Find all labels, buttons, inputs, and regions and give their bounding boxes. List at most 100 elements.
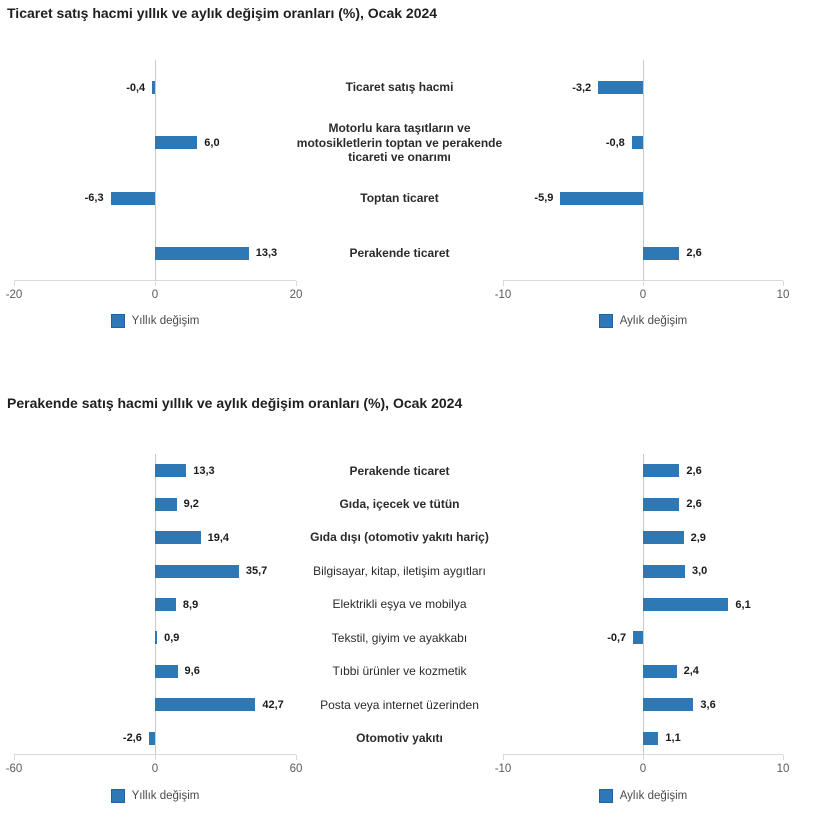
x-axis-line bbox=[503, 754, 783, 755]
value-label: 19,4 bbox=[207, 531, 229, 544]
bar bbox=[152, 81, 155, 95]
value-label: 13,3 bbox=[193, 464, 215, 477]
legend-yearly-change: Yıllık değişim bbox=[14, 314, 296, 328]
axis-tick-label: 0 bbox=[639, 289, 647, 301]
axis-tick-mark bbox=[14, 281, 15, 286]
bar bbox=[560, 191, 643, 205]
bar bbox=[643, 564, 685, 578]
axis-tick-label: -60 bbox=[5, 763, 23, 775]
value-label: -5,9 bbox=[534, 192, 554, 204]
bar bbox=[643, 698, 694, 712]
bar bbox=[110, 191, 155, 205]
legend-monthly-change: Aylık değişim bbox=[503, 314, 783, 328]
zero-baseline bbox=[155, 60, 156, 281]
axis-tick-label: 0 bbox=[639, 763, 647, 775]
category-label: Perakende ticaret bbox=[349, 463, 450, 478]
value-label: -3,2 bbox=[572, 81, 592, 94]
category-label: Elektrikli eşya ve mobilya bbox=[332, 597, 467, 612]
value-label: 35,7 bbox=[245, 565, 268, 578]
value-label: 9,2 bbox=[183, 498, 199, 511]
axis-tick-label: 60 bbox=[289, 763, 303, 775]
axis-tick-mark bbox=[296, 755, 297, 760]
axis-tick-mark bbox=[783, 281, 784, 286]
value-label: 1,1 bbox=[665, 732, 681, 745]
value-label: 3,0 bbox=[692, 565, 708, 578]
monthly-change-plot: -10 0 10 -3,2 -0,8 -5,9 2,6 bbox=[495, 60, 789, 301]
bar bbox=[155, 664, 178, 678]
legend-swatch-icon bbox=[598, 314, 613, 328]
axis-tick-label: 20 bbox=[289, 289, 303, 301]
legend-label: Aylık değişim bbox=[619, 315, 688, 327]
bar bbox=[643, 531, 684, 545]
bar bbox=[155, 564, 239, 578]
axis-tick-mark bbox=[643, 281, 644, 286]
value-label: 2,4 bbox=[683, 665, 699, 678]
category-label: Perakende ticaret bbox=[349, 245, 450, 260]
value-label: 8,9 bbox=[182, 598, 199, 611]
value-label: -0,4 bbox=[126, 81, 146, 94]
bar bbox=[643, 598, 729, 612]
axis-tick-label: -10 bbox=[494, 289, 512, 301]
yearly-change-plot: -60 0 60 13,3 9,2 19,4 35,7 8,9 0,9 9,6 42,7 -2,6 bbox=[6, 454, 302, 775]
axis-tick-label: 10 bbox=[776, 289, 790, 301]
value-label: 2,9 bbox=[690, 531, 706, 544]
category-label: Gıda, içecek ve tütün bbox=[339, 496, 460, 511]
value-label: -6,3 bbox=[84, 192, 104, 204]
legend-swatch-icon bbox=[110, 314, 125, 328]
category-label: Bilgisayar, kitap, iletişim aygıtları bbox=[313, 563, 486, 578]
bar bbox=[155, 246, 249, 260]
bar bbox=[643, 246, 680, 260]
axis-tick-mark bbox=[14, 755, 15, 760]
axis-tick-mark bbox=[643, 755, 644, 760]
bar bbox=[155, 698, 256, 712]
value-label: 6,1 bbox=[735, 598, 751, 611]
category-label: Tekstil, giyim ve ayakkabı bbox=[331, 630, 468, 645]
x-axis-line bbox=[14, 754, 296, 755]
value-label: 6,0 bbox=[204, 136, 220, 149]
value-label: -0,7 bbox=[607, 631, 627, 644]
value-label: 0,9 bbox=[164, 631, 180, 644]
value-label: 3,6 bbox=[700, 698, 716, 711]
category-label: Posta veya internet üzerinden bbox=[320, 697, 479, 712]
bar bbox=[643, 664, 677, 678]
yearly-change-plot: -20 0 20 -0,4 6,0 -6,3 13,3 bbox=[6, 60, 302, 301]
value-label: 9,6 bbox=[184, 665, 200, 678]
axis-tick-mark bbox=[783, 755, 784, 760]
bar bbox=[155, 531, 201, 545]
bar bbox=[155, 464, 187, 478]
value-label: -0,8 bbox=[605, 136, 625, 149]
bar bbox=[643, 464, 680, 478]
x-axis-line bbox=[503, 280, 783, 281]
legend-label: Yıllık değişim bbox=[131, 315, 200, 327]
bar bbox=[155, 598, 176, 612]
zero-baseline bbox=[643, 60, 644, 281]
value-label: 13,3 bbox=[255, 247, 278, 260]
legend-label: Yıllık değişim bbox=[131, 790, 200, 802]
value-label: 2,6 bbox=[686, 247, 702, 260]
bar bbox=[633, 631, 643, 645]
monthly-change-plot: -10 0 10 2,6 2,6 2,9 3,0 6,1 -0,7 2,4 3,6 1,1 bbox=[495, 454, 789, 775]
bar bbox=[148, 731, 155, 745]
axis-tick-label: 0 bbox=[151, 763, 159, 775]
category-labels: Ticaret satış hacmi Motorlu kara taşıtlar… bbox=[296, 60, 503, 281]
value-label: 2,6 bbox=[686, 464, 702, 477]
category-labels: Perakende ticaret Gıda, içecek ve tütün Gı… bbox=[296, 454, 503, 755]
category-label: Otomotiv yakıtı bbox=[356, 731, 443, 746]
category-label: Ticaret satış hacmi bbox=[345, 80, 454, 95]
x-axis-line bbox=[14, 280, 296, 281]
legend-yearly-change: Yıllık değişim bbox=[14, 789, 296, 803]
axis-tick-mark bbox=[503, 281, 504, 286]
axis-tick-label: -20 bbox=[5, 289, 23, 301]
category-label: Gıda dışı (otomotiv yakıtı hariç) bbox=[310, 530, 489, 545]
legend-swatch-icon bbox=[110, 789, 125, 803]
chart-title: Ticaret satış hacmi yıllık ve aylık deği… bbox=[7, 5, 438, 21]
legend-swatch-icon bbox=[598, 789, 613, 803]
bar bbox=[155, 631, 158, 645]
bar bbox=[598, 81, 643, 95]
category-label: Tıbbi ürünler ve kozmetik bbox=[332, 664, 467, 679]
axis-tick-label: 0 bbox=[151, 289, 159, 301]
value-label: 42,7 bbox=[262, 698, 284, 711]
axis-tick-label: -10 bbox=[494, 763, 512, 775]
axis-tick-label: 10 bbox=[776, 763, 790, 775]
bar bbox=[155, 497, 177, 511]
